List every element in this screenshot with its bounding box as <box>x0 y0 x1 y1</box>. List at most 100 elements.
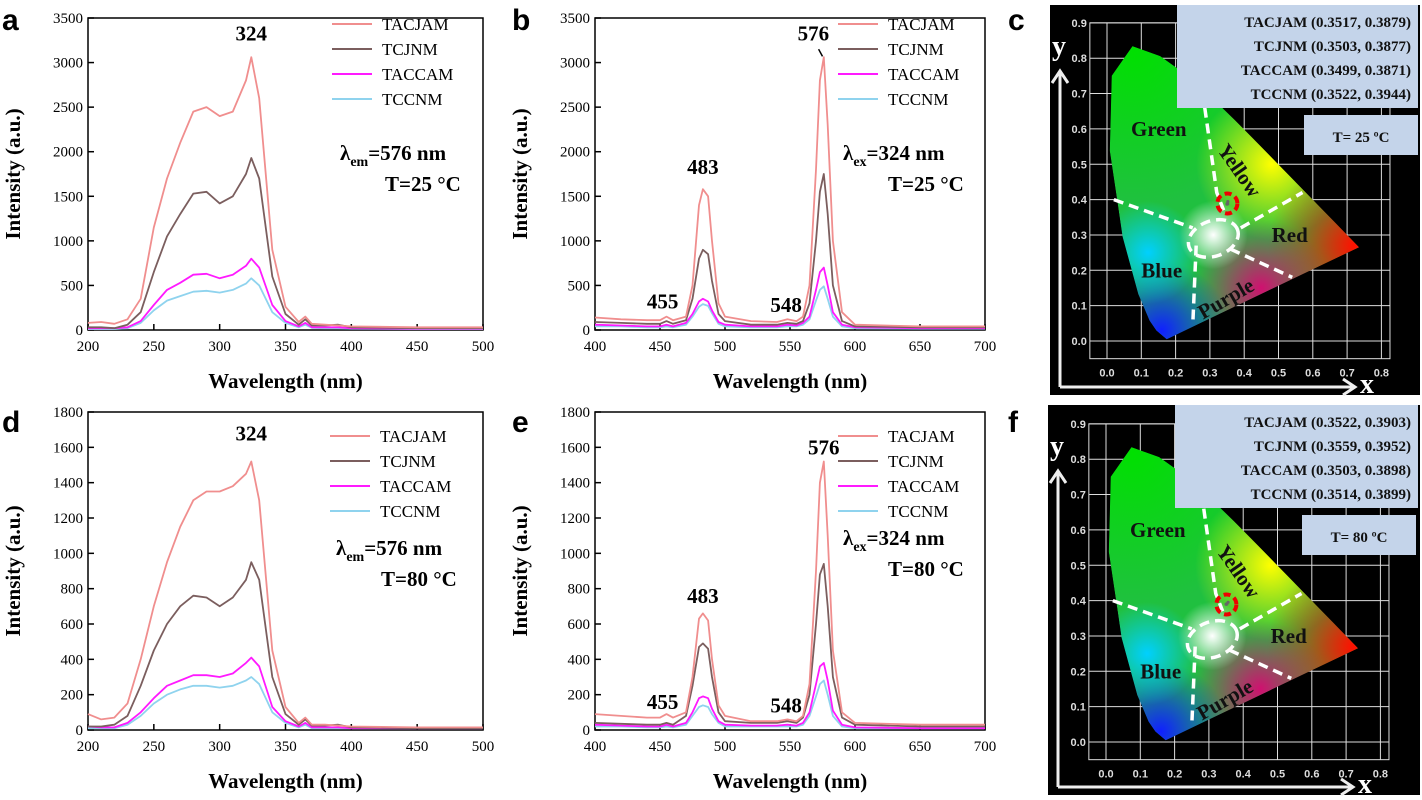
panel-label-a: a <box>2 4 19 37</box>
region-boundary <box>1228 648 1292 680</box>
x-tick-label: 0.4 <box>1236 769 1252 781</box>
x-tick-label: 500 <box>714 339 737 355</box>
x-tick-label: 400 <box>340 339 363 355</box>
peak-label: 576 <box>798 21 830 45</box>
temperature-box <box>1302 515 1416 555</box>
peak-label: 455 <box>647 690 679 714</box>
coordinate-label-tcjnm: TCJNM (0.3559, 0.3952) <box>1254 439 1411 455</box>
lambda-symbol: λ <box>340 141 351 165</box>
x-tick-label: 0.8 <box>1373 769 1388 781</box>
series-line-taccam <box>594 662 985 730</box>
y-tick-label: 0.1 <box>1071 702 1086 714</box>
y-tick-label: 1600 <box>53 440 83 456</box>
y-tick-label: 1800 <box>53 405 83 421</box>
region-boundary <box>1239 191 1304 230</box>
peak-label: 548 <box>770 693 802 717</box>
lambda-subscript: em <box>346 550 364 565</box>
y-tick-label: 600 <box>568 617 591 633</box>
y-tick-label: 1200 <box>53 511 83 527</box>
series-line-tacjam <box>87 56 483 329</box>
y-tick-label: 200 <box>568 688 591 704</box>
y-tick-label: 0 <box>583 723 591 739</box>
coordinate-label-tacjam: TACJAM (0.3522, 0.3903) <box>1244 415 1411 431</box>
x-tick-label: 400 <box>340 739 363 755</box>
lambda-symbol: λ <box>336 536 347 560</box>
y-tick-label: 0.6 <box>1072 124 1087 136</box>
y-tick-label: 0.2 <box>1071 666 1086 678</box>
y-tick-label: 0.8 <box>1072 53 1087 65</box>
x-tick-label: 450 <box>649 339 672 355</box>
temperature-label: T= 80 ºC <box>1331 530 1388 546</box>
x-tick-label: 600 <box>844 739 867 755</box>
y-tick-label: 0 <box>76 323 84 339</box>
x-tick-label: 500 <box>714 739 737 755</box>
peak-label: 483 <box>687 584 719 608</box>
x-tick-label: 300 <box>208 339 231 355</box>
temperature-label: T= 25 ºC <box>1333 130 1390 146</box>
y-tick-label: 0.4 <box>1072 195 1088 207</box>
x-tick-label: 600 <box>844 339 867 355</box>
legend-label-taccam: TACCAM <box>888 65 959 84</box>
y-tick-label: 600 <box>61 617 84 633</box>
y-tick-label: 2500 <box>560 100 590 116</box>
x-tick-label: 450 <box>649 739 672 755</box>
x-tick-label: 0.8 <box>1374 368 1389 380</box>
temperature-box <box>1304 115 1418 155</box>
chart-e: 400 450 500 550 600 650 700 0 200 400 600 800 1000 12… <box>508 405 996 793</box>
panel-label-e: e <box>512 406 529 439</box>
peak-arrow <box>817 48 824 57</box>
legend-label-tccnm: TCCNM <box>382 90 442 109</box>
y-tick-label: 500 <box>61 278 84 294</box>
lambda-subscript: ex <box>853 155 866 170</box>
x-tick-label: 500 <box>472 339 495 355</box>
y-tick-label: 1000 <box>560 234 590 250</box>
coordinate-label-taccam: TACCAM (0.3499, 0.3871) <box>1241 63 1411 79</box>
x-tick-label: 0.5 <box>1270 769 1285 781</box>
y-axis-title: Intensity (a.u.) <box>508 505 532 636</box>
y-tick-label: 0.9 <box>1071 419 1086 431</box>
x-tick-label: 0.3 <box>1201 769 1216 781</box>
y-arrow-head <box>1050 68 1070 84</box>
temperature-label: T=25 °C <box>888 172 964 196</box>
y-tick-label: 0.7 <box>1071 490 1086 502</box>
x-tick-label: 0.0 <box>1098 769 1113 781</box>
lambda-symbol: λ <box>843 141 854 165</box>
y-tick-label: 1000 <box>53 546 83 562</box>
y-tick-label: 0.6 <box>1071 525 1086 537</box>
x-tick-label: 0.3 <box>1202 368 1217 380</box>
coordinates-box <box>1177 5 1418 108</box>
region-label-red: Red <box>1272 223 1308 247</box>
coordinate-label-tcjnm: TCJNM (0.3503, 0.3877) <box>1254 39 1411 55</box>
legend-label-tacjam: TACJAM <box>382 15 449 34</box>
legend-label-tacjam: TACJAM <box>888 15 955 34</box>
y-tick-label: 800 <box>61 582 84 598</box>
y-tick-label: 0.8 <box>1071 454 1086 466</box>
x-tick-label: 650 <box>909 739 932 755</box>
cie-diagram-f: 0.0 0.1 0.2 0.3 0.4 0.5 0.6 0.7 0.8 0.0 0.1 0.2 0.3 0… <box>1048 405 1420 800</box>
x-tick-label: 700 <box>974 739 997 755</box>
highlight-circle <box>1214 592 1239 617</box>
panel-label-f: f <box>1008 406 1019 439</box>
chart-a: 200 250 300 350 400 450 500 0 500 1000 1500 2000 250… <box>1 11 494 393</box>
region-boundary <box>1190 646 1197 727</box>
x-tick-label: 300 <box>208 739 231 755</box>
x-tick-label: 0.2 <box>1167 769 1182 781</box>
white-region-boundary <box>1186 217 1240 260</box>
y-tick-label: 2000 <box>560 145 590 161</box>
series-line-taccam <box>87 656 483 730</box>
y-tick-label: 0.4 <box>1071 596 1087 608</box>
x-tick-label: 400 <box>584 339 607 355</box>
x-axis-title: Wavelength (nm) <box>713 769 868 793</box>
x-tick-label: 700 <box>974 339 997 355</box>
y-tick-label: 3500 <box>53 11 83 27</box>
y-tick-label: 3000 <box>560 56 590 72</box>
region-boundary <box>1203 107 1226 211</box>
x-tick-label: 200 <box>77 739 100 755</box>
region-label-blue: Blue <box>1140 659 1181 683</box>
y-arrow-head <box>1048 468 1068 484</box>
y-tick-label: 1800 <box>560 405 590 421</box>
y-tick-label: 0.3 <box>1071 631 1086 643</box>
y-tick-label: 200 <box>61 688 84 704</box>
series-line-tacjam <box>594 56 985 328</box>
